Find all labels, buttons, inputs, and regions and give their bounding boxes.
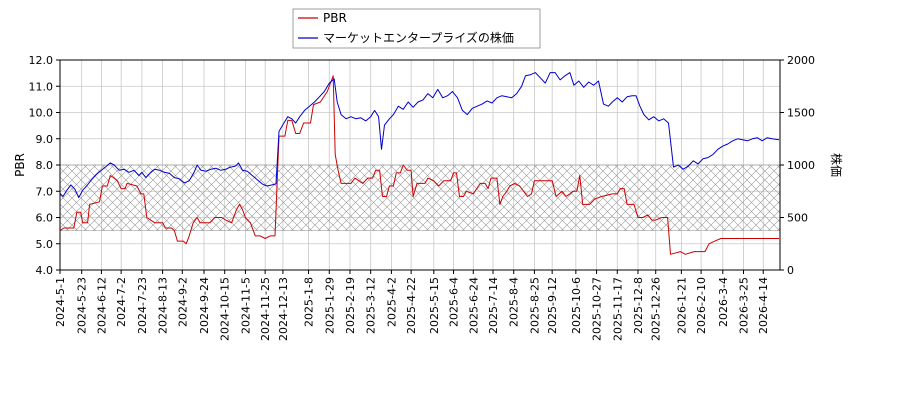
right-axis-title: 株価	[829, 153, 844, 177]
x-axis: 2024-5-1 2024-5-23 2024-6-12 2024-7-2 2024-7…	[54, 270, 770, 341]
x-tick-label-25: 2025-10-6	[570, 277, 583, 334]
left-axis-title: PBR	[13, 153, 27, 177]
x-tick-label-31: 2026-2-10	[695, 277, 708, 334]
x-tick-label-17: 2025-4-22	[405, 277, 418, 334]
x-tick-label-23: 2025-8-25	[528, 277, 541, 334]
x-tick-label-4: 2024-7-23	[136, 277, 149, 334]
x-tick-label-16: 2025-4-2	[385, 277, 398, 327]
series-line-stock-price	[59, 72, 780, 199]
pbr-range-band	[59, 164, 781, 231]
legend-label-pbr: PBR	[323, 11, 347, 25]
left-tick-label-5: 9.0	[36, 133, 54, 146]
x-tick-label-5: 2024-8-13	[157, 277, 170, 334]
x-tick-label-26: 2025-10-27	[591, 277, 604, 341]
x-tick-label-14: 2025-2-19	[344, 277, 357, 334]
left-tick-label-3: 7.0	[36, 185, 54, 198]
left-tick-label-8: 12.0	[29, 54, 54, 67]
series-layer	[59, 72, 780, 255]
legend: PBR マーケットエンタープライズの株価	[292, 8, 541, 49]
x-tick-label-20: 2025-6-24	[467, 277, 480, 334]
left-axis: 4.0 5.0 6.0 7.0 8.0 9.0 10.0 11.0 12.0	[29, 54, 60, 277]
x-tick-label-11: 2024-12-13	[277, 277, 290, 341]
left-tick-label-1: 5.0	[36, 238, 54, 251]
x-tick-label-18: 2025-5-15	[428, 277, 441, 334]
x-tick-label-7: 2024-9-24	[198, 277, 211, 334]
x-tick-label-32: 2026-3-4	[717, 277, 730, 327]
right-tick-label-4: 2000	[787, 54, 815, 67]
right-tick-label-3: 1500	[787, 107, 815, 120]
x-tick-label-15: 2025-3-12	[365, 277, 378, 334]
left-tick-label-7: 11.0	[29, 80, 54, 93]
x-tick-label-28: 2025-12-8	[632, 277, 645, 334]
series-line-pbr	[59, 75, 779, 255]
x-tick-label-33: 2026-3-25	[738, 277, 751, 334]
left-tick-label-6: 10.0	[29, 107, 54, 120]
left-tick-label-4: 8.0	[36, 159, 54, 172]
right-tick-label-0: 0	[787, 264, 794, 277]
x-tick-label-0: 2024-5-1	[54, 277, 67, 327]
left-tick-label-2: 6.0	[36, 212, 54, 225]
x-tick-label-9: 2024-11-5	[239, 277, 252, 334]
x-tick-label-6: 2024-9-2	[176, 277, 189, 327]
right-tick-label-1: 500	[787, 212, 808, 225]
right-axis: 0 500 1000 1500 2000	[780, 54, 815, 277]
x-tick-label-13: 2025-1-29	[323, 277, 336, 334]
right-tick-label-2: 1000	[787, 159, 815, 172]
x-tick-label-2: 2024-6-12	[95, 277, 108, 334]
x-tick-label-21: 2025-7-14	[487, 277, 500, 334]
x-tick-label-8: 2024-10-15	[219, 277, 232, 341]
x-tick-label-22: 2025-8-4	[508, 277, 521, 327]
x-tick-label-1: 2024-5-23	[76, 277, 89, 334]
x-tick-label-34: 2026-4-14	[757, 277, 770, 334]
x-tick-label-12: 2025-1-8	[303, 277, 316, 327]
x-tick-label-10: 2024-11-25	[259, 277, 272, 341]
x-tick-label-27: 2025-11-17	[611, 277, 624, 341]
left-tick-label-0: 4.0	[36, 264, 54, 277]
legend-box	[292, 8, 541, 49]
x-tick-label-24: 2025-9-12	[546, 277, 559, 334]
x-tick-label-29: 2025-12-26	[650, 277, 663, 341]
legend-label-stock: マーケットエンタープライズの株価	[323, 30, 514, 45]
x-tick-label-19: 2025-6-4	[448, 277, 461, 327]
x-tick-label-30: 2026-1-21	[675, 277, 688, 334]
x-tick-label-3: 2024-7-2	[115, 277, 128, 327]
